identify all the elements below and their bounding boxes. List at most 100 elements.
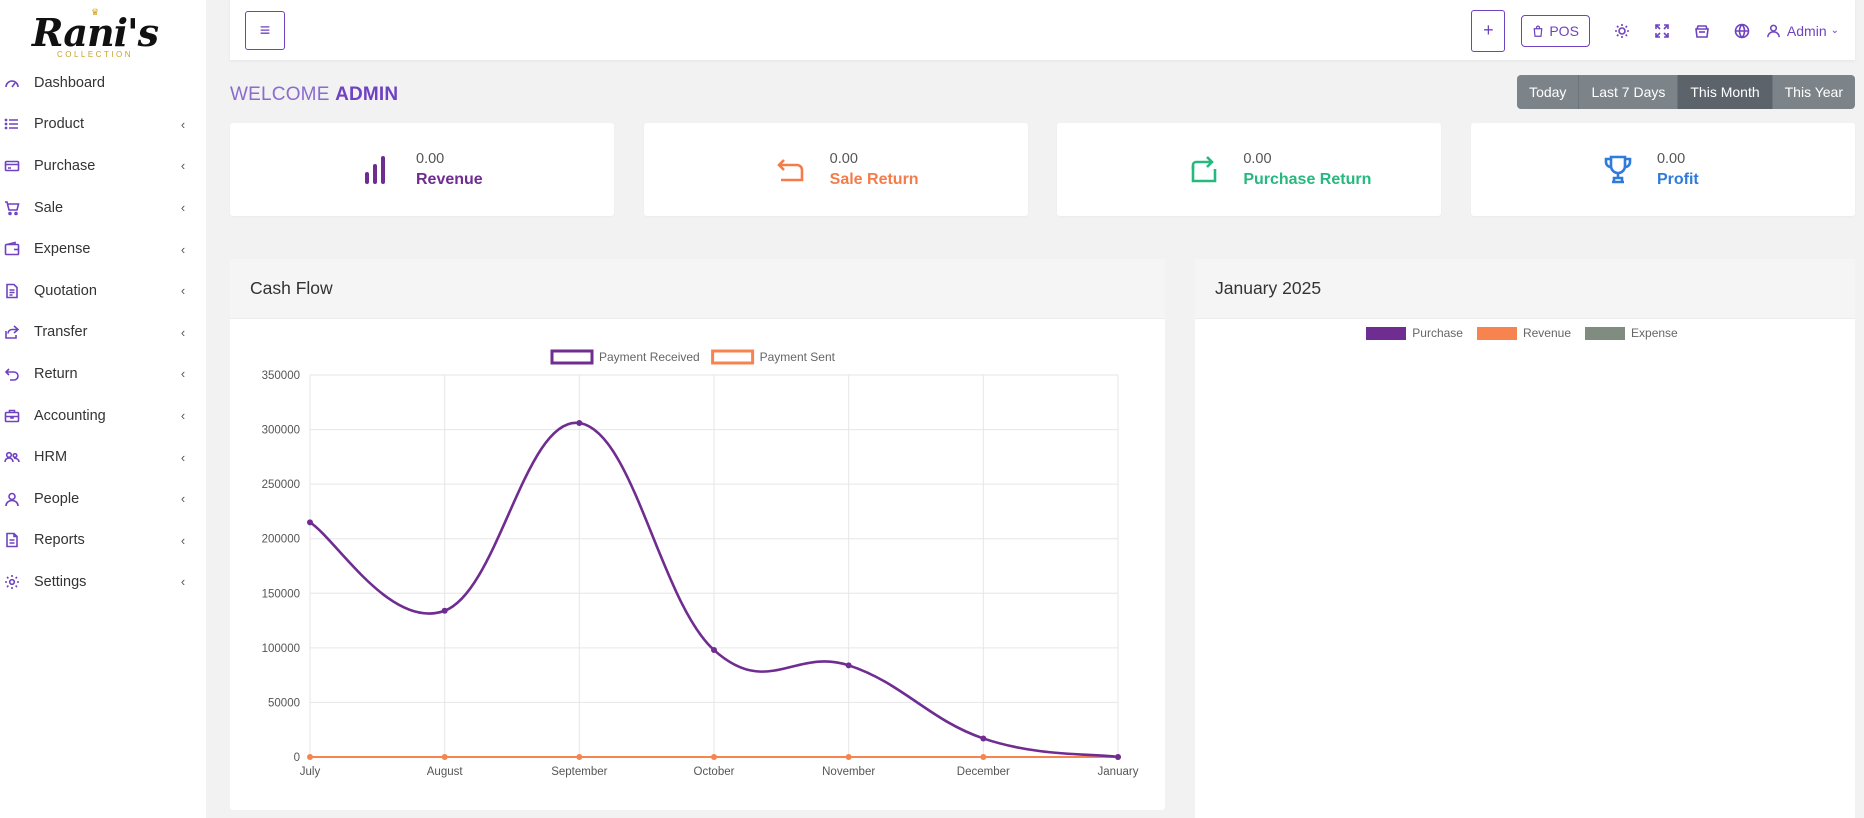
- chevron-left-icon: ‹: [180, 200, 186, 216]
- top-header: ≡ + POS Admin ⌄: [230, 0, 1855, 60]
- sidebar-item-label: Reports: [34, 532, 85, 549]
- legend-label: Payment Received: [599, 350, 700, 364]
- sidebar-item-dashboard[interactable]: Dashboard: [0, 62, 206, 104]
- x-tick-label: November: [822, 766, 875, 778]
- stat-card-revenue[interactable]: 0.00 Revenue: [230, 123, 614, 216]
- return-icon: [4, 366, 20, 382]
- sidebar-nav: Dashboard Product ‹ Purchase ‹ Sale ‹ Expense ‹ Q…: [0, 62, 206, 603]
- sun-icon: [1614, 23, 1629, 38]
- menu-toggle-button[interactable]: ≡: [245, 11, 285, 50]
- brand-sub: COLLECTION: [56, 49, 134, 59]
- theme-toggle-button[interactable]: [1602, 15, 1642, 47]
- sidebar-item-quotation[interactable]: Quotation ‹: [0, 270, 206, 312]
- data-point: [845, 662, 852, 669]
- data-point: [441, 754, 448, 760]
- user-name: Admin: [1786, 22, 1827, 39]
- stat-card-sale-return[interactable]: 0.00 Sale Return: [643, 123, 1028, 216]
- data-point: [576, 420, 583, 427]
- sidebar-item-purchase[interactable]: Purchase ‹: [0, 145, 206, 187]
- brand-name: Rani's: [31, 9, 159, 55]
- legend-item-revenue[interactable]: Revenue: [1476, 326, 1572, 340]
- stat-label: Purchase Return: [1243, 170, 1372, 188]
- sidebar-item-expense[interactable]: Expense ‹: [0, 228, 206, 270]
- loop-arrow-icon: [1187, 153, 1221, 187]
- share-icon: [4, 324, 20, 340]
- chevron-left-icon: ‹: [180, 241, 186, 257]
- hamburger-icon: ≡: [259, 20, 271, 40]
- brand-logo[interactable]: ♛ Rani's COLLECTION: [0, 0, 206, 62]
- x-tick-label: October: [694, 766, 735, 778]
- legend-label: Payment Sent: [760, 350, 836, 364]
- stat-card-purchase-return[interactable]: 0.00 Purchase Return: [1057, 123, 1442, 216]
- data-point: [980, 754, 987, 760]
- user-menu[interactable]: Admin ⌄: [1766, 23, 1839, 39]
- legend-label: Expense: [1631, 326, 1678, 340]
- welcome-prefix: WELCOME: [230, 84, 330, 105]
- language-button[interactable]: [1722, 15, 1762, 47]
- sidebar-item-reports[interactable]: Reports ‹: [0, 520, 206, 562]
- y-tick-label: 300000: [262, 425, 300, 437]
- legend-swatch: [1366, 326, 1407, 340]
- chevron-left-icon: ‹: [180, 158, 186, 174]
- chevron-left-icon: ‹: [180, 408, 186, 424]
- legend-item-expense[interactable]: Expense: [1585, 326, 1678, 340]
- sidebar-item-sale[interactable]: Sale ‹: [0, 187, 206, 229]
- chevron-left-icon: ‹: [180, 366, 186, 382]
- legend-swatch: [550, 349, 594, 365]
- chevron-down-icon: ⌄: [1830, 25, 1839, 36]
- stat-label: Sale Return: [829, 170, 919, 188]
- sidebar-item-label: Dashboard: [34, 74, 105, 91]
- store-button[interactable]: [1682, 15, 1722, 47]
- return-arrow-icon: [774, 153, 808, 187]
- sidebar-item-label: Purchase: [34, 157, 96, 174]
- welcome-heading: WELCOME ADMIN: [230, 84, 398, 106]
- sidebar: ♛ Rani's COLLECTION Dashboard Product ‹ Pur…: [0, 0, 206, 818]
- y-tick-label: 100000: [262, 643, 300, 655]
- sidebar-item-return[interactable]: Return ‹: [0, 353, 206, 395]
- pos-button[interactable]: POS: [1521, 14, 1590, 47]
- crown-icon: ♛: [90, 6, 100, 17]
- data-point: [711, 647, 717, 654]
- trophy-icon: [1601, 153, 1635, 187]
- credit-card-icon: [4, 158, 20, 174]
- report-icon: [4, 532, 20, 548]
- legend-item-purchase[interactable]: Purchase: [1366, 326, 1463, 340]
- monthly-title: January 2025: [1195, 259, 1855, 319]
- range-this-year-button[interactable]: This Year: [1772, 75, 1855, 109]
- quick-add-button[interactable]: +: [1471, 9, 1506, 52]
- legend-swatch: [711, 349, 755, 365]
- sidebar-item-label: Expense: [34, 241, 91, 258]
- users-icon: [4, 449, 20, 465]
- sidebar-item-people[interactable]: People ‹: [0, 478, 206, 520]
- range-today-button[interactable]: Today: [1517, 75, 1580, 109]
- sidebar-item-hrm[interactable]: HRM ‹: [0, 436, 206, 478]
- fullscreen-button[interactable]: [1642, 15, 1682, 47]
- user-icon: [1767, 24, 1780, 38]
- stat-value: 0.00: [829, 150, 858, 167]
- stat-card-profit[interactable]: 0.00 Profit: [1470, 123, 1855, 216]
- store-icon: [1695, 24, 1709, 38]
- legend-label: Purchase: [1412, 326, 1463, 340]
- pos-label: POS: [1549, 22, 1579, 39]
- sidebar-item-accounting[interactable]: Accounting ‹: [0, 395, 206, 437]
- sidebar-item-settings[interactable]: Settings ‹: [0, 561, 206, 603]
- data-point: [1115, 754, 1121, 760]
- x-tick-label: August: [427, 766, 464, 778]
- chevron-left-icon: ‹: [180, 324, 186, 340]
- x-tick-label: July: [300, 766, 321, 778]
- range-this-month-button[interactable]: This Month: [1678, 75, 1773, 109]
- data-point: [441, 607, 448, 614]
- stat-value: 0.00: [416, 150, 445, 167]
- sidebar-item-transfer[interactable]: Transfer ‹: [0, 312, 206, 354]
- chevron-left-icon: ‹: [180, 449, 186, 465]
- monthly-legend: Purchase Revenue Expense: [1195, 326, 1855, 340]
- legend-swatch: [1585, 326, 1626, 340]
- sidebar-item-label: Return: [34, 365, 78, 382]
- legend-label: Revenue: [1522, 326, 1572, 340]
- stat-value: 0.00: [1243, 150, 1272, 167]
- sidebar-item-label: Quotation: [34, 282, 97, 299]
- welcome-user: ADMIN: [335, 84, 399, 105]
- stat-label: Revenue: [416, 170, 483, 188]
- sidebar-item-product[interactable]: Product ‹: [0, 104, 206, 146]
- range-last-7-days-button[interactable]: Last 7 Days: [1579, 75, 1679, 109]
